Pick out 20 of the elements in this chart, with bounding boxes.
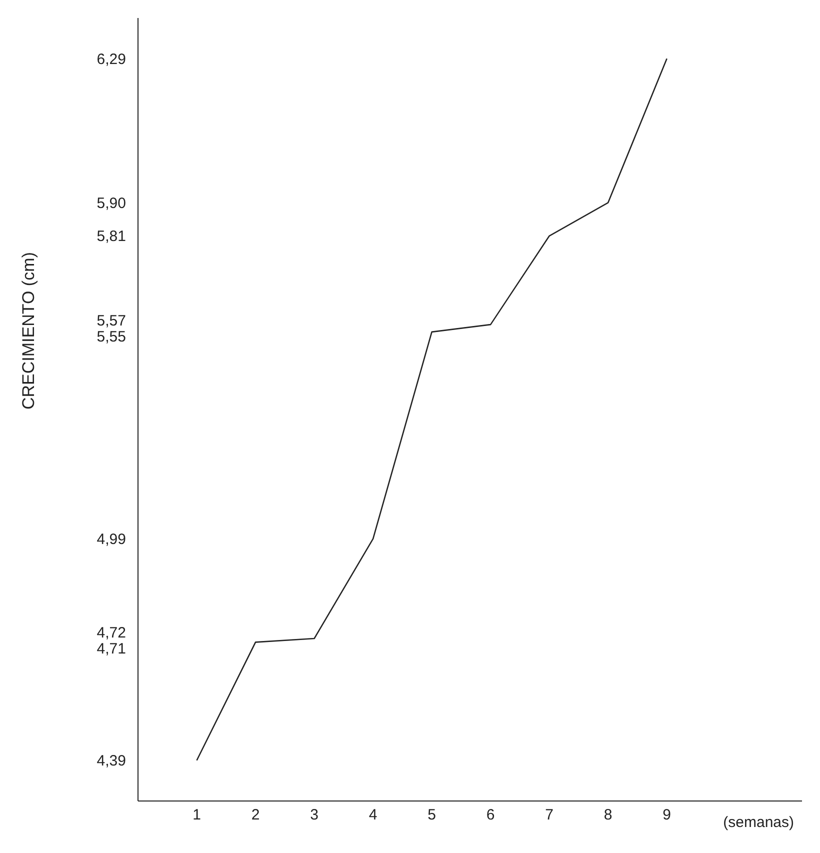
y-axis-title: CRECIMIENTO (cm) — [19, 252, 38, 410]
y-tick-label: 5,90 — [96, 194, 126, 212]
x-tick-label: 3 — [310, 806, 318, 824]
y-tick-label: 6,29 — [96, 50, 126, 68]
y-tick-label: 5,55 — [96, 328, 126, 346]
x-tick-label: 7 — [545, 806, 554, 824]
x-tick-label: 4 — [368, 806, 378, 824]
x-tick-label: 6 — [486, 806, 495, 824]
x-tick-label: 8 — [604, 806, 612, 824]
y-tick-label: 5,57 — [96, 312, 126, 330]
x-tick-label: 5 — [428, 806, 436, 824]
y-tick-label: 4,39 — [96, 752, 126, 770]
x-tick-label: 2 — [251, 806, 260, 824]
y-tick-label: 4,99 — [96, 531, 126, 548]
x-axis-title: (semanas) — [723, 814, 794, 831]
y-tick-label: 4,72 — [96, 624, 126, 642]
y-tick-label: 5,81 — [96, 228, 126, 246]
y-tick-label: 4,71 — [96, 640, 126, 658]
x-tick-label: 1 — [192, 806, 201, 824]
x-tick-label: 9 — [662, 806, 672, 824]
